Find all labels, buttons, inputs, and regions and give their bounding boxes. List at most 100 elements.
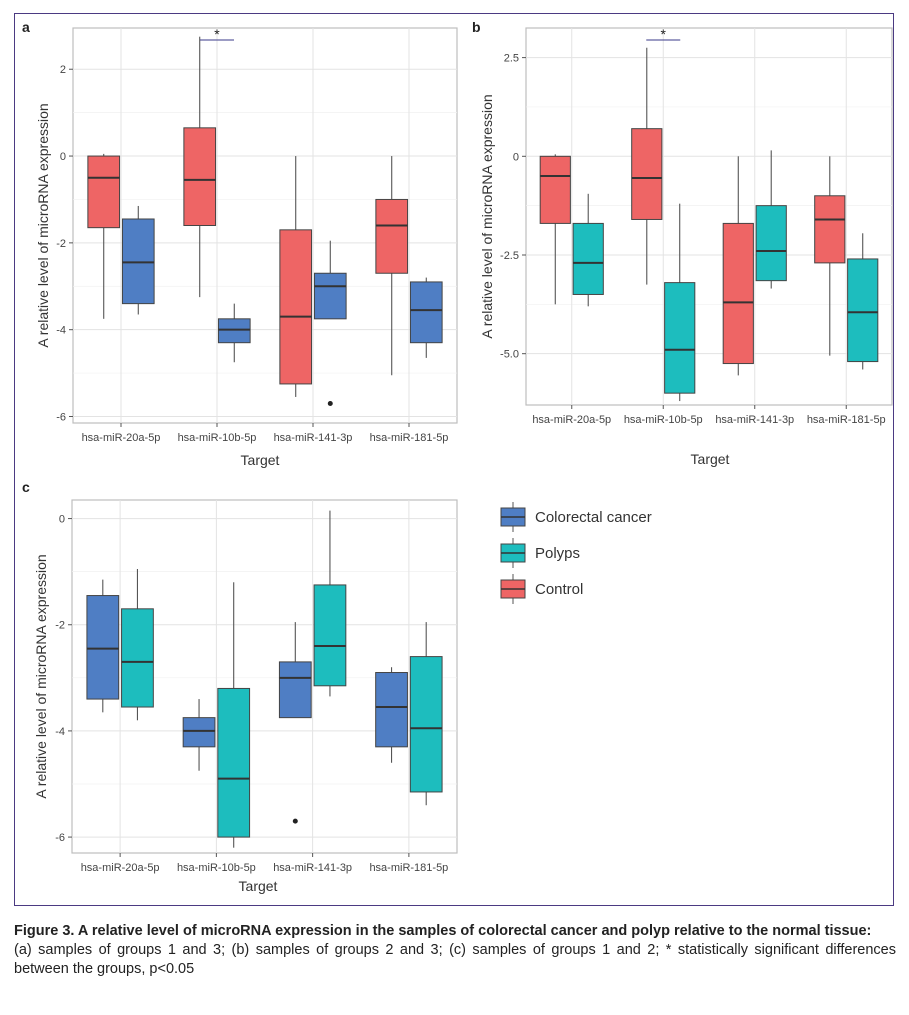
y-axis-title: A relative level of microRNA expression <box>479 94 495 338</box>
box-body <box>279 229 313 385</box>
x-tick-label: hsa-miR-181-5p <box>370 432 449 444</box>
figure-caption: Figure 3. A relative level of microRNA e… <box>14 922 896 979</box>
x-tick-label: hsa-miR-20a-5p <box>81 862 160 874</box>
box-polyps <box>217 582 251 848</box>
x-tick-label: hsa-miR-10b-5p <box>178 432 257 444</box>
box-body <box>313 272 347 320</box>
box-polyps <box>847 233 879 370</box>
y-tick-label: -2.5 <box>500 250 519 262</box>
y-tick-label: -4 <box>55 726 65 738</box>
x-tick-label: hsa-miR-141-3p <box>715 414 794 426</box>
box-body <box>278 661 312 719</box>
box-control <box>87 153 121 319</box>
box-body <box>375 672 408 748</box>
y-tick-label: -4 <box>56 325 66 337</box>
box-body <box>217 687 251 838</box>
box-polyps <box>664 203 696 402</box>
panel-label: a <box>22 19 30 35</box>
box-polyps <box>755 150 787 289</box>
box-body <box>183 127 217 226</box>
box-control <box>539 154 571 305</box>
box-body <box>572 222 604 295</box>
chart-panel-a: a 2 0 -2 -4 -6 hsa-miR-20a-5p hsa-miR-10b-5p hsa… <box>22 19 458 468</box>
box-body <box>722 222 754 365</box>
box-body <box>755 205 787 282</box>
caption-body: (a) samples of groups 1 and 3; (b) sampl… <box>14 942 896 977</box>
panel-label: c <box>22 479 30 495</box>
box-body <box>539 155 571 224</box>
y-axis-title: A relative level of microRNA expression <box>33 554 49 798</box>
y-tick-label: -6 <box>56 411 66 423</box>
box-body <box>664 282 696 394</box>
box-body <box>313 584 347 687</box>
box-body <box>814 195 846 264</box>
figure-frame <box>14 13 894 906</box>
y-tick-label: 0 <box>60 151 66 163</box>
box-body <box>87 155 121 229</box>
x-axis-title: Target <box>691 451 730 467</box>
chart-panel-c: c 0 -2 -4 -6 hsa-miR-20a-5p hsa-miR-10b-5p hsa-… <box>22 479 458 894</box>
x-tick-label: hsa-miR-181-5p <box>369 862 448 874</box>
significance-mark: * <box>214 26 220 42</box>
x-tick-label: hsa-miR-141-3p <box>273 862 352 874</box>
box-body <box>631 128 663 220</box>
box-colorectal-cancer <box>182 699 216 771</box>
box-body <box>409 281 443 344</box>
y-tick-label: -5.0 <box>500 349 519 361</box>
y-axis-title: A relative level of microRNA expression <box>35 103 51 347</box>
box-control <box>814 156 846 356</box>
x-tick-label: hsa-miR-10b-5p <box>624 414 703 426</box>
box-body <box>375 198 409 274</box>
box-colorectal-cancer <box>278 622 312 824</box>
box-polyps <box>121 569 154 721</box>
legend: Colorectal cancer Polyps Control <box>500 502 652 604</box>
box-control <box>722 156 754 376</box>
box-colorectal-cancer <box>409 277 443 358</box>
box-colorectal-cancer <box>86 579 120 713</box>
box-body <box>409 656 443 793</box>
x-tick-label: hsa-miR-181-5p <box>807 414 886 426</box>
box-body <box>121 608 154 708</box>
box-body <box>847 258 879 363</box>
panel-label: b <box>472 19 481 35</box>
box-body <box>86 595 120 700</box>
legend-item: Polyps <box>500 538 580 568</box>
box-colorectal-cancer <box>375 667 408 763</box>
box-control <box>279 156 313 397</box>
legend-label: Colorectal cancer <box>535 509 652 526</box>
chart-panel-b: b 2.5 0 -2.5 -5.0 hsa-miR-20a-5p hsa-miR-10b-5… <box>472 19 893 467</box>
x-tick-label: hsa-miR-141-3p <box>274 432 353 444</box>
box-body <box>182 717 216 748</box>
x-tick-label: hsa-miR-20a-5p <box>82 432 161 444</box>
box-colorectal-cancer <box>217 303 251 363</box>
y-tick-label: -2 <box>56 238 66 250</box>
legend-item: Colorectal cancer <box>500 502 652 532</box>
x-tick-label: hsa-miR-10b-5p <box>177 862 256 874</box>
x-axis-title: Target <box>239 878 278 894</box>
y-tick-label: -2 <box>55 620 65 632</box>
significance-mark: * <box>661 26 667 42</box>
y-tick-label: -6 <box>55 832 65 844</box>
box-body <box>121 218 155 305</box>
y-tick-label: 2.5 <box>504 53 519 65</box>
box-colorectal-cancer <box>313 240 347 406</box>
y-tick-label: 0 <box>59 514 65 526</box>
box-control <box>631 47 663 285</box>
box-polyps <box>313 510 347 697</box>
legend-label: Polyps <box>535 545 580 562</box>
figure-plots: a 2 0 -2 -4 -6 hsa-miR-20a-5p hsa-miR-10b-5p hsa… <box>22 19 893 894</box>
box-body <box>217 318 251 344</box>
y-tick-label: 0 <box>513 151 519 163</box>
y-tick-label: 2 <box>60 64 66 76</box>
caption-title: Figure 3. A relative level of microRNA e… <box>14 923 872 939</box>
legend-item: Control <box>500 574 583 604</box>
box-polyps <box>409 622 443 806</box>
outlier-point <box>292 818 298 824</box>
x-tick-label: hsa-miR-20a-5p <box>532 414 611 426</box>
box-polyps <box>572 193 604 307</box>
outlier-point <box>327 400 333 406</box>
x-axis-title: Target <box>241 452 280 468</box>
box-control <box>375 156 409 376</box>
legend-label: Control <box>535 581 583 598</box>
box-control <box>183 36 217 298</box>
